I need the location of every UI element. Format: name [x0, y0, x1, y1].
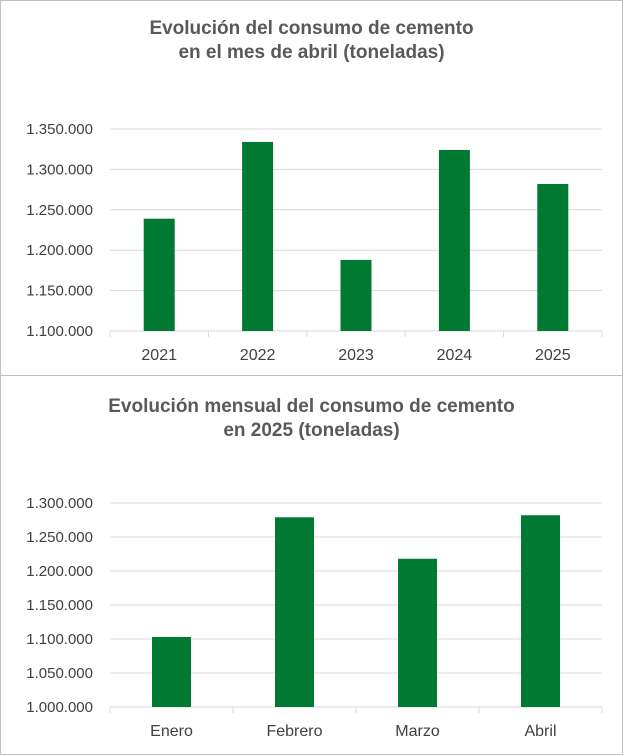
chart-title-april: Evolución del consumo de cemento en el m…: [1, 17, 622, 65]
x-tick-label: 2024: [437, 347, 473, 364]
chart-title-line-2: en 2025 (toneladas): [223, 420, 400, 441]
chart-panel-monthly: Evolución mensual del consumo de cemento…: [0, 375, 623, 755]
y-tick-label: 1.200.000: [26, 563, 93, 580]
y-tick-label: 1.100.000: [26, 631, 93, 648]
bar-2024: [438, 150, 470, 331]
y-tick-label: 1.250.000: [26, 202, 93, 219]
chart-title-line-1: Evolución mensual del consumo de cemento: [108, 396, 515, 417]
x-tick-label: Marzo: [395, 723, 440, 740]
y-tick-label: 1.350.000: [26, 121, 93, 138]
y-tick-label: 1.200.000: [26, 242, 93, 259]
x-tick-label: 2023: [338, 347, 374, 364]
x-tick-label: Febrero: [266, 723, 322, 740]
chart-panel-april: Evolución del consumo de cemento en el m…: [0, 0, 623, 376]
chart-title-line-2: en el mes de abril (toneladas): [178, 42, 445, 63]
y-tick-label: 1.250.000: [26, 529, 93, 546]
x-tick-label: Abril: [524, 723, 556, 740]
bar-2023: [340, 259, 372, 331]
bar-2021: [143, 218, 175, 331]
bar-abril: [521, 515, 560, 707]
bar-2022: [242, 141, 274, 331]
bar-chart-april: 1.100.000 1.150.000 1.200.000 1.250.000 1.30…: [26, 121, 603, 364]
chart-title-monthly: Evolución mensual del consumo de cemento…: [1, 395, 622, 443]
y-tick-label: 1.000.000: [26, 699, 93, 716]
y-tick-label: 1.150.000: [26, 283, 93, 300]
bar-febrero: [275, 517, 314, 707]
bar-chart-monthly: 1.000.000 1.050.000 1.100.000 1.150.000 1.20…: [26, 495, 603, 740]
bar-enero: [152, 636, 191, 707]
y-tick-label: 1.300.000: [26, 495, 93, 512]
y-tick-label: 1.100.000: [26, 323, 93, 340]
x-tick-label: 2021: [141, 347, 177, 364]
chart-title-line-1: Evolución del consumo de cemento: [149, 18, 474, 39]
bar-2025: [537, 183, 569, 331]
y-tick-label: 1.050.000: [26, 665, 93, 682]
bar-marzo: [398, 558, 437, 707]
x-tick-label: 2025: [535, 347, 571, 364]
y-tick-label: 1.150.000: [26, 597, 93, 614]
x-tick-label: 2022: [240, 347, 276, 364]
x-tick-label: Enero: [150, 723, 193, 740]
y-tick-label: 1.300.000: [26, 161, 93, 178]
